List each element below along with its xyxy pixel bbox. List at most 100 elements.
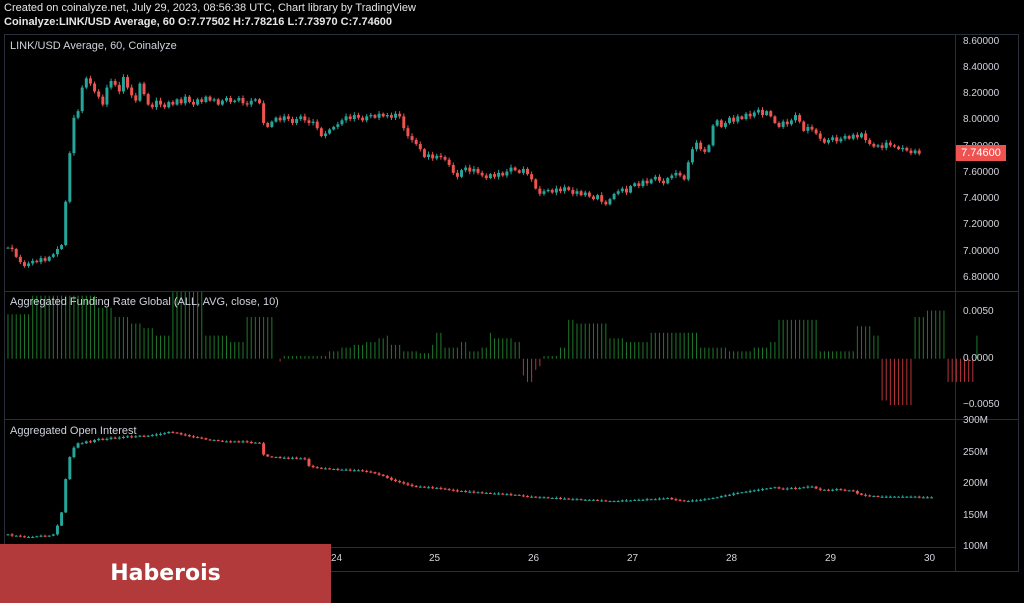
oi-candle xyxy=(752,490,756,492)
oi-candle xyxy=(596,499,600,501)
price-candle xyxy=(876,145,880,147)
oi-candle xyxy=(303,458,307,460)
price-candle xyxy=(323,133,327,137)
oi-candle xyxy=(814,486,818,489)
price-candle xyxy=(443,157,447,160)
price-candle xyxy=(674,172,678,176)
price-candle xyxy=(258,99,261,104)
oi-candle xyxy=(295,457,299,459)
x-tick-label: 25 xyxy=(429,553,441,564)
oi-candle xyxy=(464,491,468,493)
price-candle xyxy=(505,171,509,176)
oi-candle xyxy=(909,496,913,498)
oi-y-tick-label: 200M xyxy=(963,478,989,489)
oi-candle xyxy=(348,469,352,471)
price-y-tick-label: 7.20000 xyxy=(963,219,1000,230)
price-candle xyxy=(653,176,657,180)
price-candle xyxy=(678,172,682,176)
price-candle xyxy=(657,176,661,181)
price-candle xyxy=(600,195,604,202)
oi-candle xyxy=(624,500,628,502)
price-candle xyxy=(827,140,830,143)
x-tick-label: 24 xyxy=(331,553,343,564)
oi-candle xyxy=(860,493,863,495)
oi-y-tick-label: 100M xyxy=(963,541,989,552)
oi-candle xyxy=(258,442,261,444)
oi-candle xyxy=(332,469,336,471)
oi-candle xyxy=(773,487,777,489)
price-candle xyxy=(418,143,422,150)
price-candle xyxy=(262,103,266,123)
oi-candle xyxy=(756,489,760,491)
oi-candle xyxy=(666,497,670,499)
oi-candle xyxy=(418,486,422,488)
price-candle xyxy=(480,172,484,176)
price-candle xyxy=(575,191,579,194)
price-candle xyxy=(225,98,228,101)
price-candle xyxy=(93,83,97,92)
price-candle xyxy=(604,201,608,205)
oi-candle xyxy=(686,501,690,503)
oi-candle xyxy=(126,436,130,438)
price-candle xyxy=(192,101,195,105)
price-candle xyxy=(789,120,793,125)
price-candle xyxy=(447,159,451,165)
oi-candle xyxy=(723,495,727,497)
oi-y-tick-label: 250M xyxy=(963,447,989,458)
price-candle xyxy=(501,172,505,176)
x-tick-label: 27 xyxy=(627,553,639,564)
price-candle xyxy=(352,115,356,120)
price-candle xyxy=(476,168,480,173)
oi-candle xyxy=(484,492,488,494)
oi-candle xyxy=(567,498,571,500)
price-candle xyxy=(666,178,670,184)
price-candle xyxy=(851,134,855,139)
oi-candle xyxy=(612,501,616,503)
price-candle xyxy=(220,100,224,105)
oi-candle xyxy=(245,441,249,443)
price-candle xyxy=(645,180,649,184)
oi-candle xyxy=(237,441,241,443)
oi-candle xyxy=(187,435,191,437)
oi-candle xyxy=(80,443,84,445)
oi-candle xyxy=(290,457,294,459)
price-candle xyxy=(563,187,567,192)
oi-candle xyxy=(175,432,179,434)
oi-candle xyxy=(748,491,752,493)
price-candle xyxy=(179,99,183,104)
price-pane-title: LINK/USD Average, 60, Coinalyze xyxy=(10,40,177,52)
price-candle xyxy=(121,77,125,92)
oi-candle xyxy=(925,497,929,499)
price-candle xyxy=(101,96,105,105)
oi-candle xyxy=(68,457,72,480)
price-candle xyxy=(365,116,369,121)
oi-candle xyxy=(777,487,781,489)
oi-candle xyxy=(575,499,579,501)
price-candle xyxy=(460,170,464,177)
price-candle xyxy=(35,260,39,263)
price-candle xyxy=(917,150,921,154)
oi-candle xyxy=(447,489,451,491)
price-candle xyxy=(542,191,546,194)
price-candle xyxy=(608,199,612,205)
price-candle xyxy=(369,115,373,117)
oi-candle xyxy=(105,438,109,440)
price-candle xyxy=(146,94,150,105)
price-y-tick-label: 7.40000 xyxy=(963,193,1000,204)
price-candle xyxy=(732,117,736,122)
oi-candle xyxy=(72,447,76,458)
oi-candle xyxy=(662,498,666,500)
oi-candle xyxy=(361,470,365,472)
price-candle xyxy=(229,98,233,102)
oi-candle xyxy=(39,535,43,537)
oi-candle xyxy=(365,470,369,472)
oi-candle xyxy=(579,499,583,501)
price-candle xyxy=(361,117,365,121)
price-candle xyxy=(88,78,92,84)
oi-candle xyxy=(769,487,773,489)
price-candle xyxy=(629,185,633,193)
oi-candle xyxy=(150,435,154,437)
price-candle xyxy=(810,126,814,130)
oi-candle xyxy=(406,483,410,485)
